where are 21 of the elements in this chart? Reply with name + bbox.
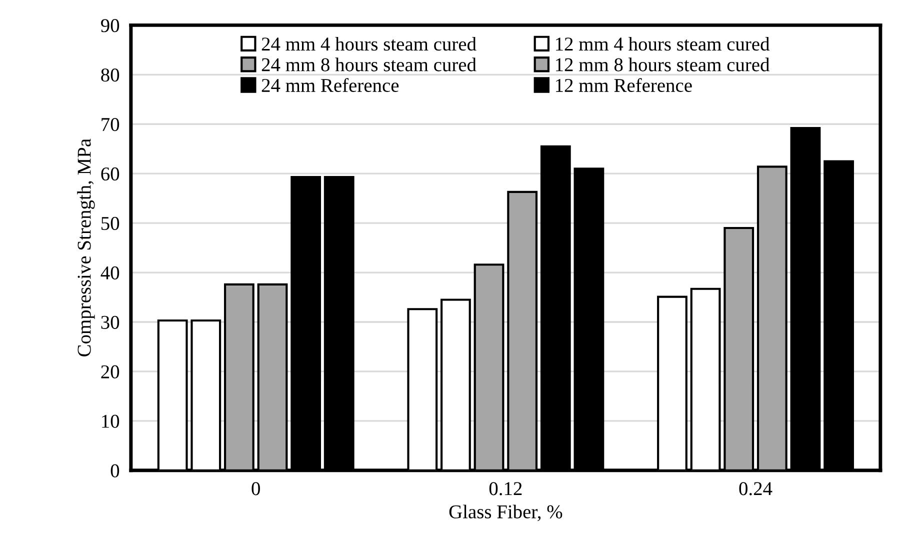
- legend-label: 24 mm 4 hours steam cured: [262, 36, 476, 51]
- y-tick-label: 40: [100, 266, 120, 280]
- y-tick-label: 70: [102, 118, 120, 132]
- y-tick-label: 10: [102, 414, 120, 428]
- legend-label: 24 mm Reference: [262, 78, 399, 92]
- y-tick-label: 80: [101, 68, 120, 82]
- legend-label: 12 mm 4 hours steam cured: [556, 36, 770, 51]
- x-tick-label: 0.24: [739, 482, 772, 496]
- x-axis-title: Glass Fiber, %: [449, 504, 562, 522]
- y-tick-label: 20: [101, 365, 120, 378]
- legend-label: 24 mm 8 hours steam cured: [262, 58, 476, 72]
- x-tick-label: 0: [252, 482, 260, 496]
- y-tick-label: 50: [102, 216, 120, 230]
- y-tick-label: 30: [101, 316, 120, 329]
- y-tick-label: 90: [101, 19, 120, 32]
- y-tick-label: 60: [101, 167, 120, 181]
- y-tick-label: 0: [110, 464, 120, 478]
- x-tick-label: 0.12: [489, 482, 522, 496]
- y-axis-title: Compressive Strength, MPa: [77, 138, 95, 356]
- legend-label: 12 mm 8 hours steam cured: [556, 58, 770, 72]
- legend-label: 12 mm Reference: [556, 78, 692, 92]
